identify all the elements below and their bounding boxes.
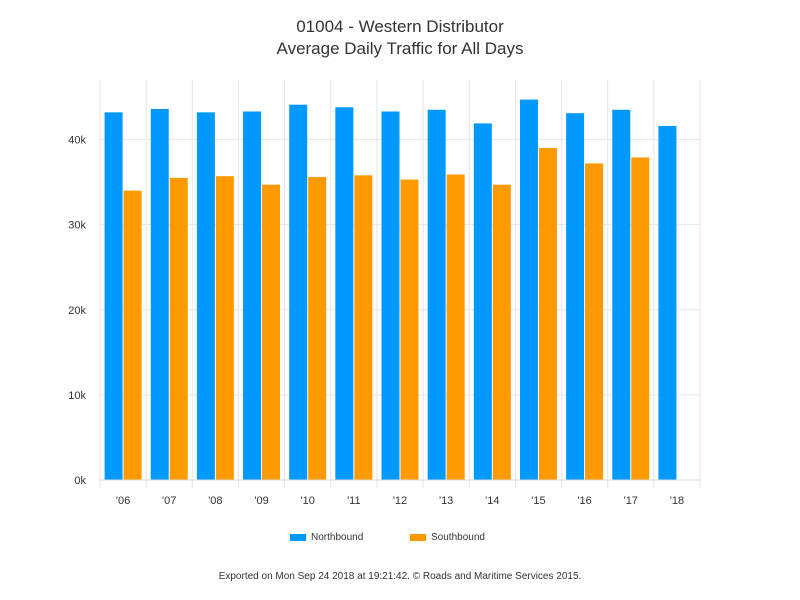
y-tick-label: 0k (74, 475, 86, 487)
y-tick-label: 40k (68, 135, 86, 147)
bar-southbound-16 (585, 163, 604, 481)
bar-northbound-18 (658, 125, 677, 480)
legend-label-southbound: Southbound (431, 532, 485, 543)
bar-southbound-12 (400, 179, 419, 480)
bar-northbound-16 (566, 113, 585, 480)
x-tick-label: '18 (670, 495, 684, 507)
bar-northbound-07 (150, 108, 169, 481)
bar-southbound-06 (123, 190, 142, 480)
bar-southbound-09 (262, 184, 281, 480)
bar-northbound-17 (612, 109, 631, 480)
bar-northbound-10 (289, 104, 308, 481)
x-tick-label: '17 (624, 495, 638, 507)
chart-title: 01004 - Western Distributor (296, 17, 504, 36)
export-footer: Exported on Mon Sep 24 2018 at 19:21:42.… (218, 571, 582, 582)
x-tick-label: '12 (393, 495, 407, 507)
x-tick-label: '06 (116, 495, 130, 507)
y-tick-label: 20k (68, 305, 86, 317)
legend-label-northbound: Northbound (311, 532, 364, 543)
x-tick-label: '14 (485, 495, 499, 507)
bar-southbound-11 (354, 175, 373, 480)
bar-southbound-15 (538, 148, 557, 480)
x-tick-label: '13 (439, 495, 453, 507)
bar-northbound-13 (427, 109, 446, 480)
bar-northbound-15 (519, 99, 538, 481)
x-tick-label: '10 (301, 495, 315, 507)
bar-northbound-14 (473, 123, 492, 480)
bar-northbound-06 (104, 112, 123, 480)
bar-southbound-07 (169, 177, 188, 480)
chart-legend: Northbound Southbound (0, 532, 800, 548)
y-tick-label: 10k (68, 390, 86, 402)
legend-swatch-northbound (290, 534, 306, 541)
x-tick-label: '07 (162, 495, 176, 507)
x-tick-label: '11 (347, 495, 361, 507)
x-tick-label: '16 (577, 495, 591, 507)
x-tick-label: '08 (208, 495, 222, 507)
bar-southbound-13 (446, 174, 465, 480)
y-tick-label: 30k (68, 220, 86, 232)
bar-southbound-08 (215, 176, 234, 480)
bar-southbound-14 (492, 184, 511, 480)
legend-item-northbound[interactable]: Northbound (290, 532, 363, 543)
bar-northbound-11 (335, 107, 354, 480)
legend-item-southbound[interactable]: Southbound (410, 532, 485, 543)
bar-northbound-08 (196, 112, 215, 480)
bar-northbound-12 (381, 111, 400, 480)
x-tick-label: '15 (531, 495, 545, 507)
legend-swatch-southbound (410, 534, 426, 541)
x-tick-label: '09 (254, 495, 268, 507)
chart-subtitle: Average Daily Traffic for All Days (276, 39, 524, 58)
bar-southbound-10 (308, 177, 327, 480)
bar-southbound-17 (631, 157, 650, 480)
bar-northbound-09 (243, 111, 262, 480)
